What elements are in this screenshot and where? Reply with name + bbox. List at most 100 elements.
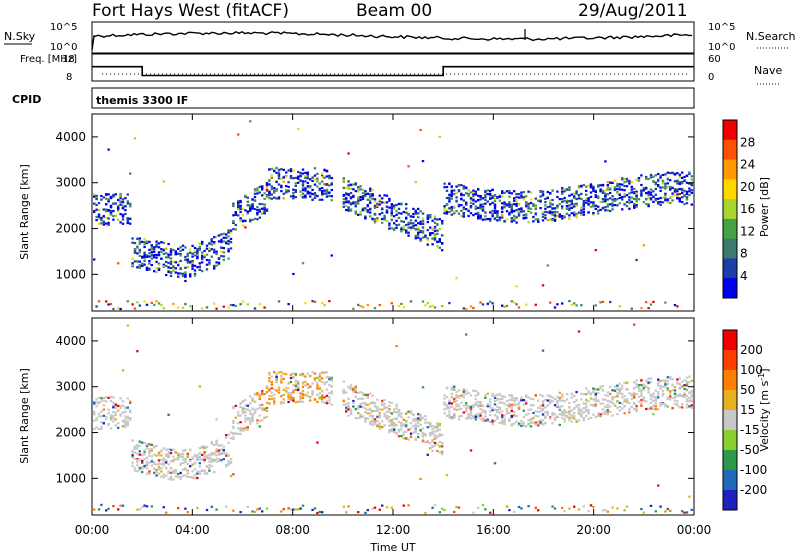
power-cell (388, 224, 391, 227)
power-cell (388, 206, 391, 209)
power-cell (102, 215, 105, 218)
power-cell (378, 200, 381, 203)
power-cell (431, 232, 434, 235)
velocity-cell (275, 378, 278, 381)
velocity-cell (556, 401, 559, 405)
velocity-cell (352, 399, 355, 403)
power-cell (551, 211, 554, 214)
power-cell (177, 272, 180, 275)
power-cell (429, 233, 432, 236)
velocity-cell (429, 424, 432, 427)
power-cell (213, 302, 216, 305)
velocity-cell (489, 401, 492, 404)
velocity-cell (433, 444, 437, 447)
power-cell (491, 302, 494, 305)
velocity-cell (359, 413, 362, 416)
velocity-cell (162, 462, 165, 465)
velocity-cell (145, 505, 149, 508)
power-cell (669, 171, 672, 175)
velocity-cell (419, 413, 422, 416)
nave-tick-bottom: 0 (708, 72, 714, 83)
power-cell (541, 211, 545, 214)
power-cell (484, 218, 487, 221)
power-cell (136, 260, 139, 263)
power-cell (527, 190, 530, 193)
velocity-cell (666, 397, 669, 401)
velocity-cell (162, 447, 165, 450)
velocity-cell (114, 411, 117, 414)
power-cell (625, 205, 629, 208)
power-cell (215, 307, 218, 310)
velocity-cell (321, 380, 324, 384)
power-cell (664, 187, 667, 190)
power-cell (412, 224, 415, 228)
power-cell (678, 173, 681, 176)
velocity-cell (690, 404, 693, 407)
velocity-cell (133, 446, 137, 450)
power-cell (673, 304, 677, 307)
velocity-cell (618, 391, 621, 394)
velocity-cell (489, 406, 492, 409)
power-cell (205, 268, 209, 271)
velocity-cell (198, 465, 201, 468)
velocity-cell (649, 405, 653, 409)
power-cell (433, 238, 437, 241)
power-cell (616, 192, 619, 195)
power-cell (229, 237, 233, 240)
power-cell (493, 199, 497, 203)
velocity-cell (664, 383, 667, 386)
velocity-cell (167, 471, 170, 474)
velocity-cell (424, 433, 427, 436)
power-cell (119, 200, 122, 203)
power-cell (455, 196, 458, 199)
velocity-cell (145, 472, 149, 475)
velocity-cell (510, 394, 513, 397)
time-tick-label-1: 04:00 (175, 523, 210, 537)
power-cell (301, 187, 305, 190)
velocity-cell (181, 453, 185, 456)
power-cell (419, 237, 422, 240)
velocity-cell (585, 393, 588, 396)
velocity-cell (647, 407, 650, 410)
power-cell (685, 192, 689, 196)
velocity-cell (438, 422, 441, 425)
velocity-cell (621, 396, 624, 399)
velocity-cell (167, 463, 170, 466)
velocity-cell (232, 437, 235, 441)
velocity-cell (513, 399, 516, 402)
power-cell (95, 208, 98, 211)
power-cell (669, 196, 672, 199)
velocity-cell (109, 417, 113, 420)
power-cell (237, 204, 240, 207)
velocity-cell (561, 396, 564, 399)
power-cell (419, 128, 422, 132)
power-cell (280, 168, 283, 171)
velocity-cell (431, 427, 434, 430)
velocity-cell (121, 404, 125, 407)
power-cell (285, 175, 288, 178)
velocity-cell (100, 410, 103, 413)
power-cell (421, 222, 425, 225)
power-cell (630, 200, 633, 203)
power-cell (491, 196, 494, 199)
power-cell (640, 191, 643, 194)
velocity-cell (642, 383, 645, 386)
power-cell (306, 190, 309, 193)
velocity-cell (126, 420, 129, 423)
velocity-cell (525, 425, 528, 428)
power-cell (481, 203, 485, 206)
velocity-cell (129, 409, 132, 412)
velocity-cell (424, 421, 427, 424)
power-cell (397, 207, 401, 210)
velocity-cell (244, 408, 247, 411)
velocity-cell (162, 464, 165, 467)
velocity-cell (541, 349, 545, 352)
velocity-cell (102, 396, 105, 400)
power-cell (371, 197, 374, 200)
velocity-cell (498, 392, 501, 396)
power-cell (215, 253, 218, 256)
velocity-cell (203, 458, 206, 461)
velocity-cell (616, 413, 619, 416)
velocity-cell (649, 401, 653, 404)
velocity-cell (558, 405, 561, 408)
